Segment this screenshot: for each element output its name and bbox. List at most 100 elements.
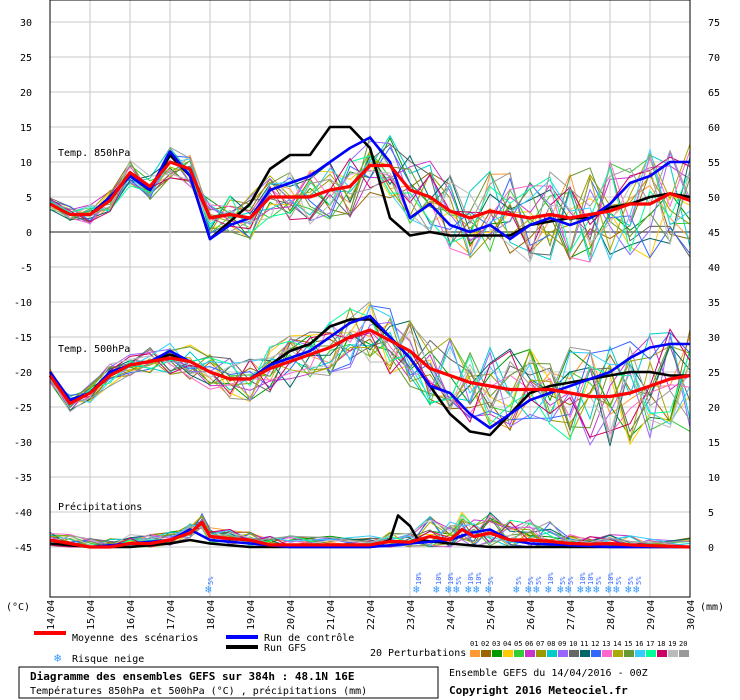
x-tick-label: 23/04 (406, 600, 417, 630)
y-right-tick-label: 0 (708, 543, 714, 554)
snow-risk-pct: 5% (535, 576, 543, 585)
perturbation-legend-swatch (514, 650, 524, 657)
x-tick-label: 29/04 (646, 600, 657, 630)
perturbation-18-t850 (49, 156, 691, 253)
perturbation-legend-swatch (481, 650, 491, 657)
snow-risk-icon: ❄ (557, 583, 564, 596)
snow-risk-pct: 5% (515, 576, 523, 585)
legend-control-label: Run de contrôle (264, 632, 354, 644)
snow-risk-icon: ❄ (565, 583, 572, 596)
y-left-tick-label: -20 (14, 368, 32, 379)
x-tick-label: 28/04 (606, 600, 617, 630)
y-right-tick-label: 20 (708, 403, 720, 414)
grid (49, 0, 691, 597)
perturbation-20-precip (49, 520, 691, 548)
y-left-tick-label: 0 (26, 228, 32, 239)
right-unit-label: (mm) (700, 602, 724, 613)
snow-risk-pct: 10% (579, 572, 587, 585)
legend-mean-swatch (34, 631, 66, 635)
perturbation-legend-label: 11 (580, 640, 588, 648)
perturbation-legend-label: 04 (503, 640, 511, 648)
x-tick-label: 26/04 (526, 600, 537, 630)
perturbation-legend-label: 15 (624, 640, 632, 648)
panel-label-precip: Précipitations (58, 501, 142, 513)
y-right-tick-label: 15 (708, 438, 720, 449)
x-tick-label: 27/04 (566, 600, 577, 630)
perturbation-legend-label: 20 (679, 640, 687, 648)
x-tick-label: 17/04 (166, 600, 177, 630)
perturbation-16-t500 (49, 305, 691, 425)
legend-mean-label: Moyenne des scénarios (72, 632, 198, 644)
snow-risk-icon: ❄ (533, 583, 540, 596)
y-left-tick-label: 20 (20, 88, 32, 99)
perturbation-legend-swatch (547, 650, 557, 657)
x-tick-label: 15/04 (86, 600, 97, 630)
perturbation-legend-swatch (602, 650, 612, 657)
snow-risk-pct: 5% (595, 576, 603, 585)
snow-risk-icon: ❄ (545, 583, 552, 596)
perturbation-07-t500 (49, 306, 691, 424)
perturbation-legend-swatch (536, 650, 546, 657)
panel-label-t850: Temp. 850hPa (58, 148, 130, 159)
perturbation-legend-swatch (613, 650, 623, 657)
x-tick-label: 18/04 (206, 600, 217, 630)
perturbation-legend-label: 14 (613, 640, 621, 648)
footer-run: Ensemble GEFS du 14/04/2016 - 00Z (449, 668, 648, 679)
perturbation-legend-swatch (569, 650, 579, 657)
x-tick-label: 20/04 (286, 600, 297, 630)
snow-risk-pct: 10% (475, 572, 483, 585)
perturbation-legend-label: 09 (558, 640, 566, 648)
y-left-tick-label: -25 (14, 403, 32, 414)
mean-precip-line (49, 520, 691, 549)
perturbation-legend-swatch (591, 650, 601, 657)
snow-risk-pct: 5% (207, 576, 215, 585)
y-right-tick-label: 35 (708, 298, 720, 309)
perturbation-legend-label: 03 (492, 640, 500, 648)
x-tick-label: 14/04 (46, 600, 57, 630)
y-left-tick-label: -30 (14, 438, 32, 449)
snow-risk-pct: 5% (615, 576, 623, 585)
footer-box (18, 666, 439, 699)
perturbation-legend-label: 01 (470, 640, 478, 648)
perturbation-legend-swatch (580, 650, 590, 657)
perturbation-legend-label: 06 (525, 640, 533, 648)
y-left-tick-label: 25 (20, 53, 32, 64)
x-tick-label: 22/04 (366, 600, 377, 630)
control-t500-line (48, 314, 690, 430)
perturbation-14-t500 (49, 320, 691, 442)
snow-risk-icon: ❄ (577, 583, 584, 596)
mean-t500-line (48, 328, 691, 406)
main-series (48, 125, 691, 549)
perturbation-legend-swatch (657, 650, 667, 657)
x-tick-label: 21/04 (326, 600, 337, 630)
snow-risk-pct: 5% (487, 576, 495, 585)
perturbation-13-t850 (49, 150, 691, 263)
snow-risk-icon: ❄ (413, 583, 420, 596)
snow-risk-icon: ❄ (485, 583, 492, 596)
legend-control-swatch (226, 635, 258, 639)
y-right-tick-label: 65 (708, 88, 720, 99)
snow-risk-icon: ❄ (585, 583, 592, 596)
perturbation-15-t850 (49, 134, 691, 248)
perturbation-legend-swatch (558, 650, 568, 657)
x-tick-label: 19/04 (246, 600, 257, 630)
y-left-tick-label: 30 (20, 18, 32, 29)
footer-title: Diagramme des ensembles GEFS sur 384h : … (30, 670, 355, 683)
x-tick-label: 30/04 (686, 600, 697, 630)
snow-risk-icon: ❄ (625, 583, 632, 596)
y-right-tick-label: 70 (708, 53, 720, 64)
snow-risk-pct: 10% (607, 572, 615, 585)
perturbation-legend-label: 17 (646, 640, 654, 648)
perturbation-legend-label: 18 (657, 640, 665, 648)
y-left-tick-label: -35 (14, 473, 32, 484)
y-right-tick-label: 25 (708, 368, 720, 379)
snow-risk-pct: 5% (455, 576, 463, 585)
perturbation-legend-swatch (646, 650, 656, 657)
perturbation-legend-swatch (624, 650, 634, 657)
snow-risk-icon: ❄ (453, 583, 460, 596)
y-right-tick-label: 55 (708, 158, 720, 169)
x-tick-label: 25/04 (486, 600, 497, 630)
y-right-tick-label: 10 (708, 473, 720, 484)
